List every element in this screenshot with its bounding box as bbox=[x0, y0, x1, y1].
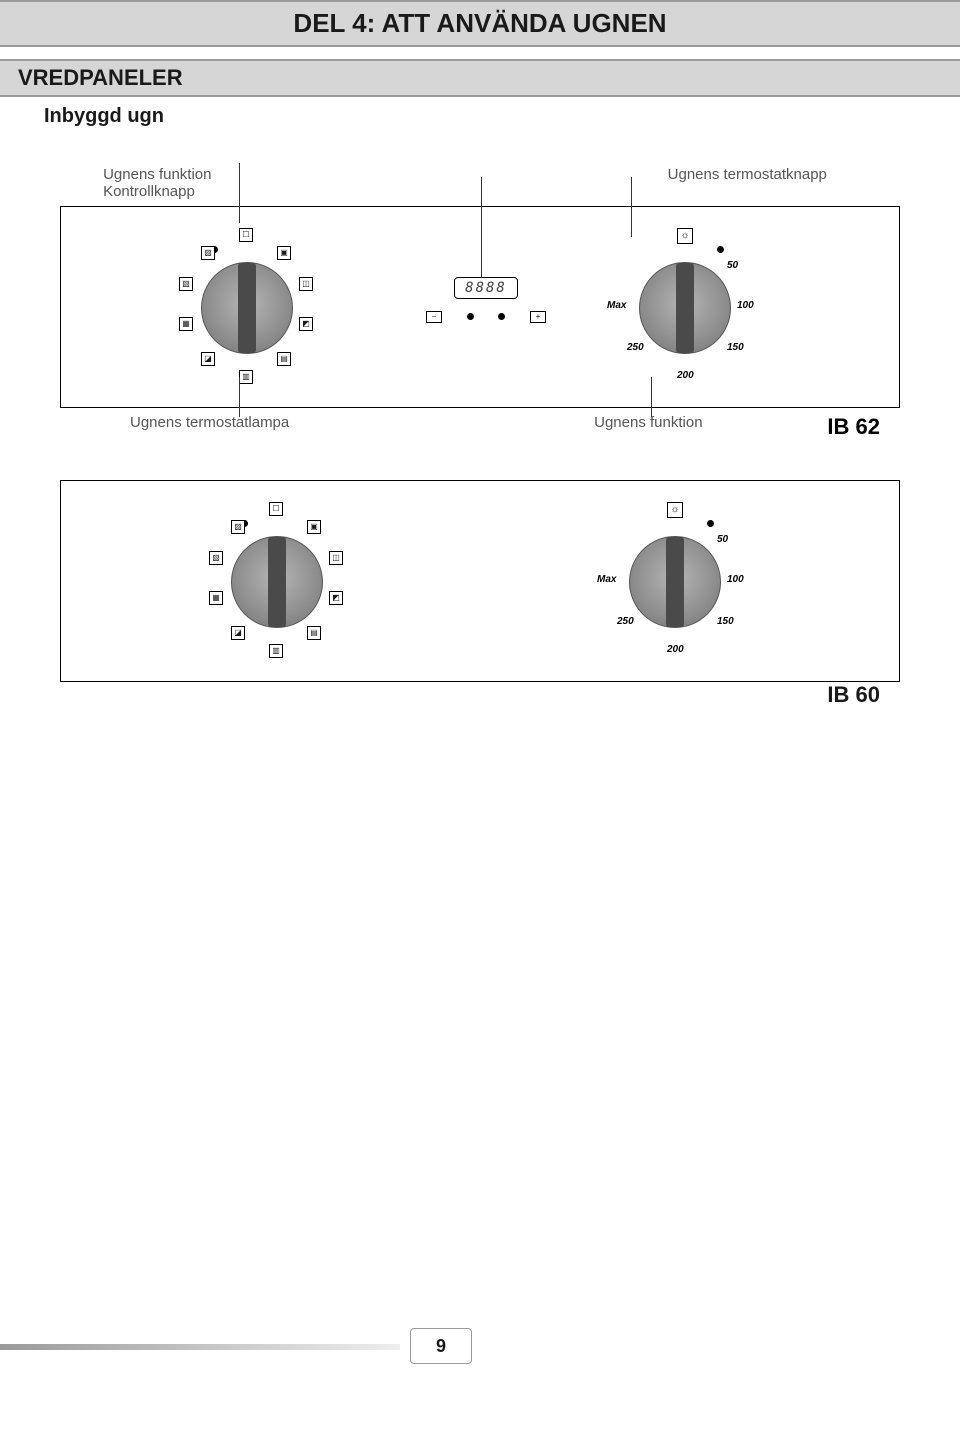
bottom-labels-row: Ugnens termostatlampa Ugnens funktion IB… bbox=[0, 408, 960, 440]
mode-icon: ▦ bbox=[209, 591, 223, 605]
thermostat-knob[interactable] bbox=[639, 262, 731, 354]
page-title: DEL 4: ATT ANVÄNDA UGNEN bbox=[0, 0, 960, 47]
mode-icon: ▥ bbox=[239, 370, 253, 384]
mode-icon: ◩ bbox=[299, 317, 313, 331]
mode-icon: ▧ bbox=[179, 277, 193, 291]
lead-line bbox=[239, 377, 240, 417]
label-oven-function: Ugnens funktion bbox=[594, 414, 702, 440]
mode-icon: ☐ bbox=[269, 502, 283, 516]
function-knob-group: ☐ ▣ ◫ ◩ ▤ ▥ ◪ ▦ ▧ ▨ bbox=[191, 496, 361, 666]
mode-icon: ▨ bbox=[231, 520, 245, 534]
lcd-indicator-dot bbox=[467, 313, 474, 320]
light-icon: ☼ bbox=[667, 502, 683, 518]
lead-line bbox=[651, 377, 652, 417]
lead-line bbox=[239, 163, 240, 223]
control-panel-ib62: ☐ ▣ ◫ ◩ ▤ ▥ ◪ ▦ ▧ ▨ 8888 − + ☼ 50 100 15… bbox=[60, 206, 900, 408]
label-function-knob-line1: Ugnens funktion bbox=[103, 166, 211, 183]
mode-icon: ▣ bbox=[307, 520, 321, 534]
mode-icon: ▣ bbox=[277, 246, 291, 260]
mode-icon: ◫ bbox=[329, 551, 343, 565]
temp-150: 150 bbox=[717, 616, 734, 627]
mode-icon: ◫ bbox=[299, 277, 313, 291]
lcd-indicator-dot bbox=[498, 313, 505, 320]
lead-line bbox=[481, 177, 482, 277]
mode-icon: ▧ bbox=[209, 551, 223, 565]
temp-100: 100 bbox=[727, 574, 744, 585]
lcd-display: 8888 bbox=[454, 277, 518, 299]
temp-100: 100 bbox=[737, 300, 754, 311]
mode-icon: ▥ bbox=[269, 644, 283, 658]
temp-150: 150 bbox=[727, 342, 744, 353]
top-labels-row: Ugnens funktion Kontrollknapp Ugnens ter… bbox=[0, 136, 960, 206]
label-function-knob-line2: Kontrollknapp bbox=[103, 183, 211, 200]
subheading: Inbyggd ugn bbox=[0, 97, 960, 136]
label-thermostat-knob: Ugnens termostatknapp bbox=[668, 166, 827, 183]
lcd-timer-group: 8888 − + bbox=[411, 277, 561, 323]
light-icon: ☼ bbox=[677, 228, 693, 244]
power-lamp bbox=[707, 520, 714, 527]
page-footer: 9 bbox=[0, 1328, 960, 1368]
footer-gradient-bar bbox=[0, 1344, 400, 1350]
label-thermostat-lamp: Ugnens termostatlampa bbox=[130, 414, 289, 440]
temp-250: 250 bbox=[627, 342, 644, 353]
mode-icon: ▤ bbox=[307, 626, 321, 640]
temp-50: 50 bbox=[717, 534, 728, 545]
temp-max: Max bbox=[607, 300, 626, 311]
section-heading: VREDPANELER bbox=[0, 59, 960, 97]
mode-icon: ▨ bbox=[201, 246, 215, 260]
thermostat-knob[interactable] bbox=[629, 536, 721, 628]
mode-icon: ▦ bbox=[179, 317, 193, 331]
lcd-minus-button[interactable]: − bbox=[426, 311, 442, 323]
temp-250: 250 bbox=[617, 616, 634, 627]
model-ib62: IB 62 bbox=[827, 414, 880, 440]
thermostat-knob-group: ☼ 50 100 150 200 250 Max bbox=[599, 222, 769, 392]
mode-icon: ☐ bbox=[239, 228, 253, 242]
temp-max: Max bbox=[597, 574, 616, 585]
temp-200: 200 bbox=[667, 644, 684, 655]
temp-200: 200 bbox=[677, 370, 694, 381]
lcd-plus-button[interactable]: + bbox=[530, 311, 546, 323]
temp-50: 50 bbox=[727, 260, 738, 271]
function-knob-group: ☐ ▣ ◫ ◩ ▤ ▥ ◪ ▦ ▧ ▨ bbox=[161, 222, 331, 392]
mode-icon: ▤ bbox=[277, 352, 291, 366]
function-knob[interactable] bbox=[231, 536, 323, 628]
control-panel-ib60: ☐ ▣ ◫ ◩ ▤ ▥ ◪ ▦ ▧ ▨ ☼ 50 100 150 200 250… bbox=[60, 480, 900, 682]
model-ib60: IB 60 bbox=[0, 682, 960, 708]
thermostat-knob-group: ☼ 50 100 150 200 250 Max bbox=[589, 496, 759, 666]
mode-icon: ◩ bbox=[329, 591, 343, 605]
mode-icon: ◪ bbox=[201, 352, 215, 366]
page-number: 9 bbox=[410, 1328, 472, 1364]
power-lamp bbox=[717, 246, 724, 253]
mode-icon: ◪ bbox=[231, 626, 245, 640]
function-knob[interactable] bbox=[201, 262, 293, 354]
